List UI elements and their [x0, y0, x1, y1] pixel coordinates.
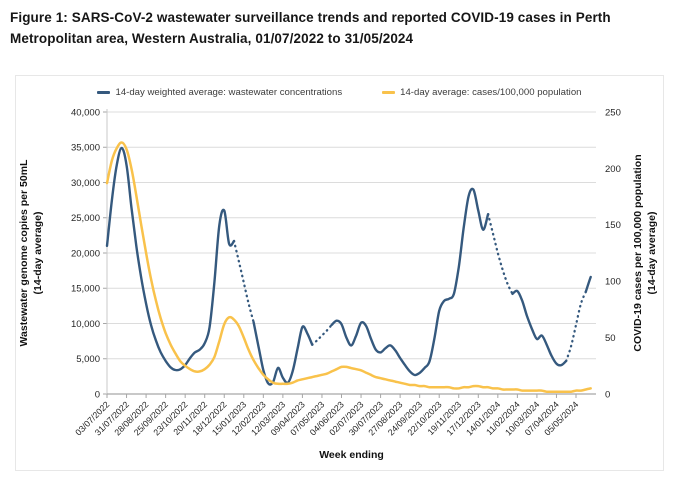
y-axis-left-tick-label: 25,000 — [71, 213, 100, 224]
y-axis-right-tick-label: 200 — [605, 164, 621, 175]
y-axis-right-tick-label: 100 — [605, 277, 621, 288]
legend-item-wastewater: 14-day weighted average: wastewater conc… — [97, 87, 342, 98]
series-wastewater-line — [584, 275, 592, 293]
series-wastewater-line — [105, 146, 236, 372]
y-axis-left-title: Wastewater genome copies per 50mL — [18, 159, 30, 347]
series-cases-line — [105, 141, 592, 394]
series-wastewater-line — [330, 187, 490, 377]
y-axis-left-tick-label: 5,000 — [76, 354, 100, 365]
y-axis-left-tick-label: 10,000 — [71, 319, 100, 330]
chart-legend: 14-day weighted average: wastewater conc… — [16, 85, 663, 100]
figure-title: Figure 1: SARS-CoV-2 wastewater surveill… — [10, 10, 611, 46]
x-axis-title: Week ending — [319, 449, 384, 461]
y-axis-left-tick-label: 30,000 — [71, 178, 100, 189]
series-wastewater-line-dotted — [232, 239, 255, 324]
y-axis-right-subtitle: (14-day average) — [646, 212, 658, 295]
legend-label-cases: 14-day average: cases/100,000 population — [400, 87, 582, 98]
y-axis-right-tick-label: 150 — [605, 220, 621, 231]
y-axis-left-subtitle: (14-day average) — [32, 212, 44, 295]
y-axis-right-tick-label: 250 — [605, 107, 621, 118]
legend-swatch-cases-icon — [382, 91, 396, 94]
legend-item-cases: 14-day average: cases/100,000 population — [382, 87, 582, 98]
y-axis-left-tick-label: 15,000 — [71, 284, 100, 295]
y-axis-left-tick-label: 40,000 — [71, 107, 100, 118]
series-wastewater-line-dotted — [311, 323, 333, 346]
dual-axis-line-chart: 0 5,000 10,000 15,000 20,000 25,000 30,000 35,0… — [18, 107, 658, 461]
y-axis-left-tick-label: 0 — [95, 389, 100, 400]
y-axis-right-tick-label: 50 — [605, 333, 616, 344]
series-wastewater-line-dotted — [565, 290, 587, 363]
legend-swatch-wastewater-icon — [97, 91, 111, 94]
series-wastewater-line — [511, 289, 568, 367]
y-axis-left-tick-label: 35,000 — [71, 143, 100, 154]
y-axis-left-tick-label: 20,000 — [71, 248, 100, 259]
series-wastewater-line — [252, 320, 314, 386]
legend-label-wastewater: 14-day weighted average: wastewater conc… — [115, 87, 343, 98]
y-axis-right-title: COVID-19 cases per 100,000 population — [632, 154, 644, 351]
chart-container: 14-day weighted average: wastewater conc… — [15, 75, 664, 471]
y-axis-right-tick-label: 0 — [605, 389, 610, 400]
series-wastewater-line-dotted — [486, 213, 514, 296]
